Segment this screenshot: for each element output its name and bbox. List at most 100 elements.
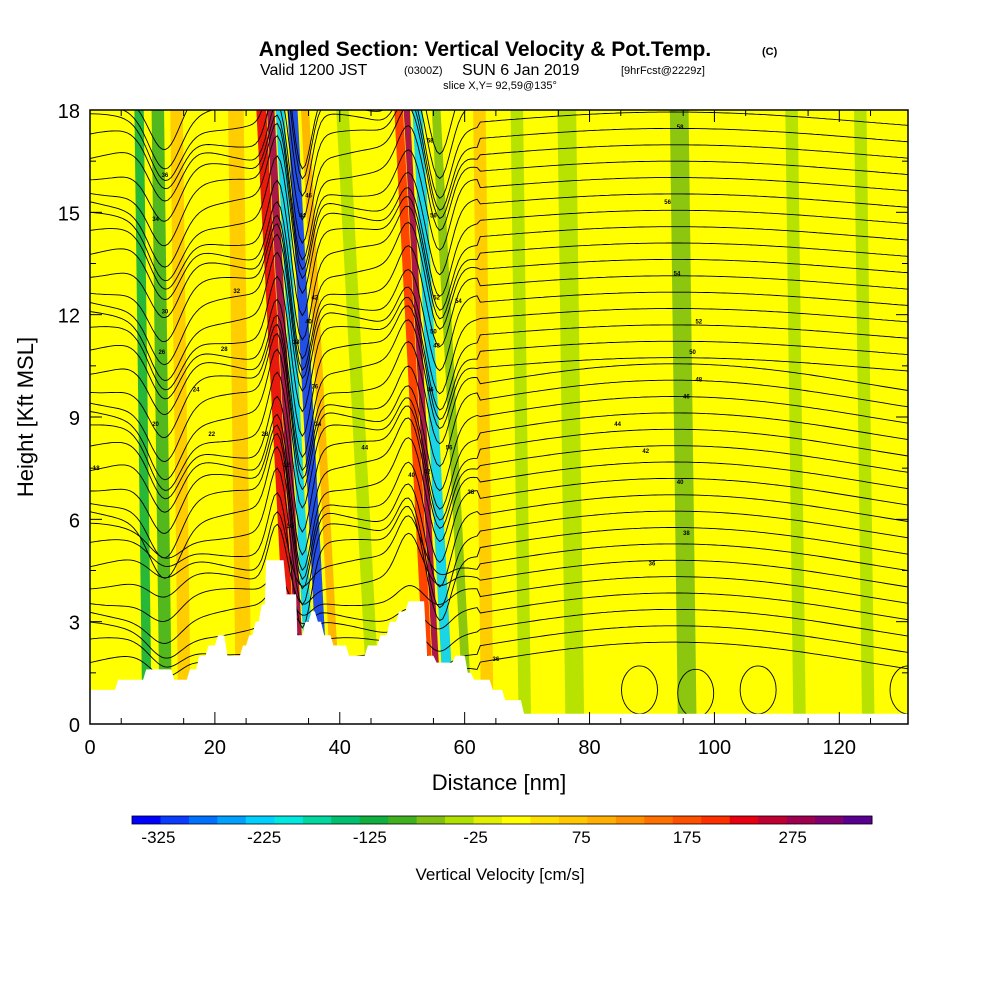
x-tick-label: 20 — [204, 737, 226, 759]
theta-contour-label: 50 — [689, 350, 696, 356]
theta-contour-labels: 58 56 54 52 50 48 46 44 42 40 38 36 18 20 22 24 26 28 30 32… — [93, 125, 703, 663]
colorbar-segment — [302, 816, 332, 824]
theta-contour-line — [90, 332, 908, 480]
velocity-band — [557, 110, 585, 724]
theta-contour-label: 46 — [305, 193, 312, 199]
theta-contour-label: 56 — [430, 214, 437, 220]
theta-contour-label: 34 — [315, 422, 322, 428]
theta-contour-line — [90, 114, 908, 261]
theta-contour-label: 20 — [152, 422, 159, 428]
theta-contour-line — [90, 110, 908, 199]
theta-contour-line — [90, 110, 908, 221]
colorbar-segment — [188, 816, 218, 824]
theta-contour-line — [90, 586, 908, 644]
theta-contour-label: 42 — [424, 470, 431, 476]
colorbar-segment — [160, 816, 190, 824]
y-tick-label: 12 — [58, 306, 80, 328]
theta-contour-line — [90, 395, 908, 533]
y-tick-label: 18 — [58, 101, 80, 123]
subtitle-date: SUN 6 Jan 2019 — [462, 62, 580, 79]
velocity-band — [854, 110, 875, 724]
colorbar-segment — [502, 816, 531, 824]
colorbar-segment — [672, 816, 702, 824]
colorbar: -325 -225 -125 -25 75 175 275 — [131, 815, 873, 847]
colorbar-segment — [388, 816, 418, 824]
colorbar-segment — [701, 816, 731, 824]
y-tick-label: 15 — [58, 203, 80, 225]
y-tick-label: 6 — [69, 510, 80, 532]
colorbar-tick-label: -125 — [353, 828, 387, 847]
colorbar-segment — [245, 816, 275, 824]
subtitle-prefix: Valid 1200 JST — [260, 62, 368, 79]
theta-contour-line — [90, 348, 908, 492]
theta-contour-label: 48 — [695, 377, 702, 383]
theta-contour-label: 18 — [93, 466, 100, 472]
theta-contour-label: 44 — [299, 214, 306, 220]
velocity-band — [431, 110, 473, 724]
theta-contour-label: 38 — [683, 531, 690, 537]
theta-contour-line — [90, 179, 908, 317]
colorbar-segment — [729, 816, 759, 824]
colorbar-segment — [445, 816, 475, 824]
theta-contour-line — [90, 371, 908, 510]
theta-contour-label: 22 — [208, 432, 215, 438]
theta-contour-closed — [889, 665, 908, 715]
theta-contour-label: 48 — [433, 343, 440, 349]
subtitle-utc: (0300Z) — [404, 65, 443, 77]
theta-contour-label: 40 — [677, 480, 684, 486]
colorbar-tick-label: 275 — [779, 828, 807, 847]
theta-contour-label: 44 — [614, 422, 621, 428]
colorbar-segment — [530, 816, 560, 824]
colorbar-tick-label: -325 — [141, 828, 175, 847]
theta-contour-line — [90, 432, 908, 581]
colorbar-tick-label: 175 — [673, 828, 701, 847]
theta-contour-label: 42 — [311, 296, 318, 302]
x-tick-label: 120 — [823, 737, 856, 759]
theta-contour-label: 58 — [427, 139, 434, 145]
velocity-band — [336, 110, 381, 724]
colorbar-segment — [331, 816, 361, 824]
x-tick-label: 0 — [84, 737, 95, 759]
theta-contour-label: 52 — [433, 296, 440, 302]
theta-contour-line — [90, 523, 908, 605]
y-tick-label: 0 — [69, 715, 80, 737]
theta-contour-label: 30 — [286, 524, 293, 530]
theta-contour-label: 34 — [152, 217, 159, 223]
velocity-band — [228, 110, 252, 724]
velocity-band — [473, 110, 494, 724]
colorbar-tick-label: -225 — [247, 828, 281, 847]
theta-contour-line — [90, 424, 908, 572]
colorbar-segment — [644, 816, 674, 824]
theta-contour-line — [90, 323, 908, 472]
slice-label: slice X,Y= 92,59@135° — [443, 80, 557, 92]
chart-title: Angled Section: Vertical Velocity & Pot.… — [259, 38, 711, 61]
velocity-band — [669, 110, 697, 724]
plot-background — [90, 110, 908, 724]
colorbar-segment — [359, 816, 389, 824]
theta-contour-label: 56 — [446, 446, 453, 452]
theta-contour-label: 40 — [305, 319, 312, 325]
theta-contour-label: 38 — [468, 490, 475, 496]
colorbar-segment — [217, 816, 247, 824]
theta-contour-line — [90, 467, 908, 609]
theta-contour-line — [90, 511, 908, 587]
theta-contour-label: 32 — [233, 289, 240, 295]
colorbar-label: Vertical Velocity [cm/s] — [415, 865, 584, 884]
theta-contour-label: 26 — [158, 350, 165, 356]
theta-contour-label: 52 — [695, 319, 702, 325]
theta-contour-line — [90, 110, 908, 245]
theta-contour-line — [90, 201, 908, 341]
colorbar-segment — [274, 816, 304, 824]
colorbar-segment — [758, 816, 788, 824]
y-tick-label: 3 — [69, 613, 80, 635]
colorbar-segment — [786, 816, 816, 824]
colorbar-segment — [558, 816, 588, 824]
theta-contour-line — [90, 214, 908, 360]
velocity-band — [151, 110, 173, 724]
theta-contour-label: 44 — [361, 446, 368, 452]
theta-contour-label: 36 — [649, 562, 656, 568]
theta-contour-line — [90, 251, 908, 395]
theta-contour-label: 46 — [683, 395, 690, 401]
